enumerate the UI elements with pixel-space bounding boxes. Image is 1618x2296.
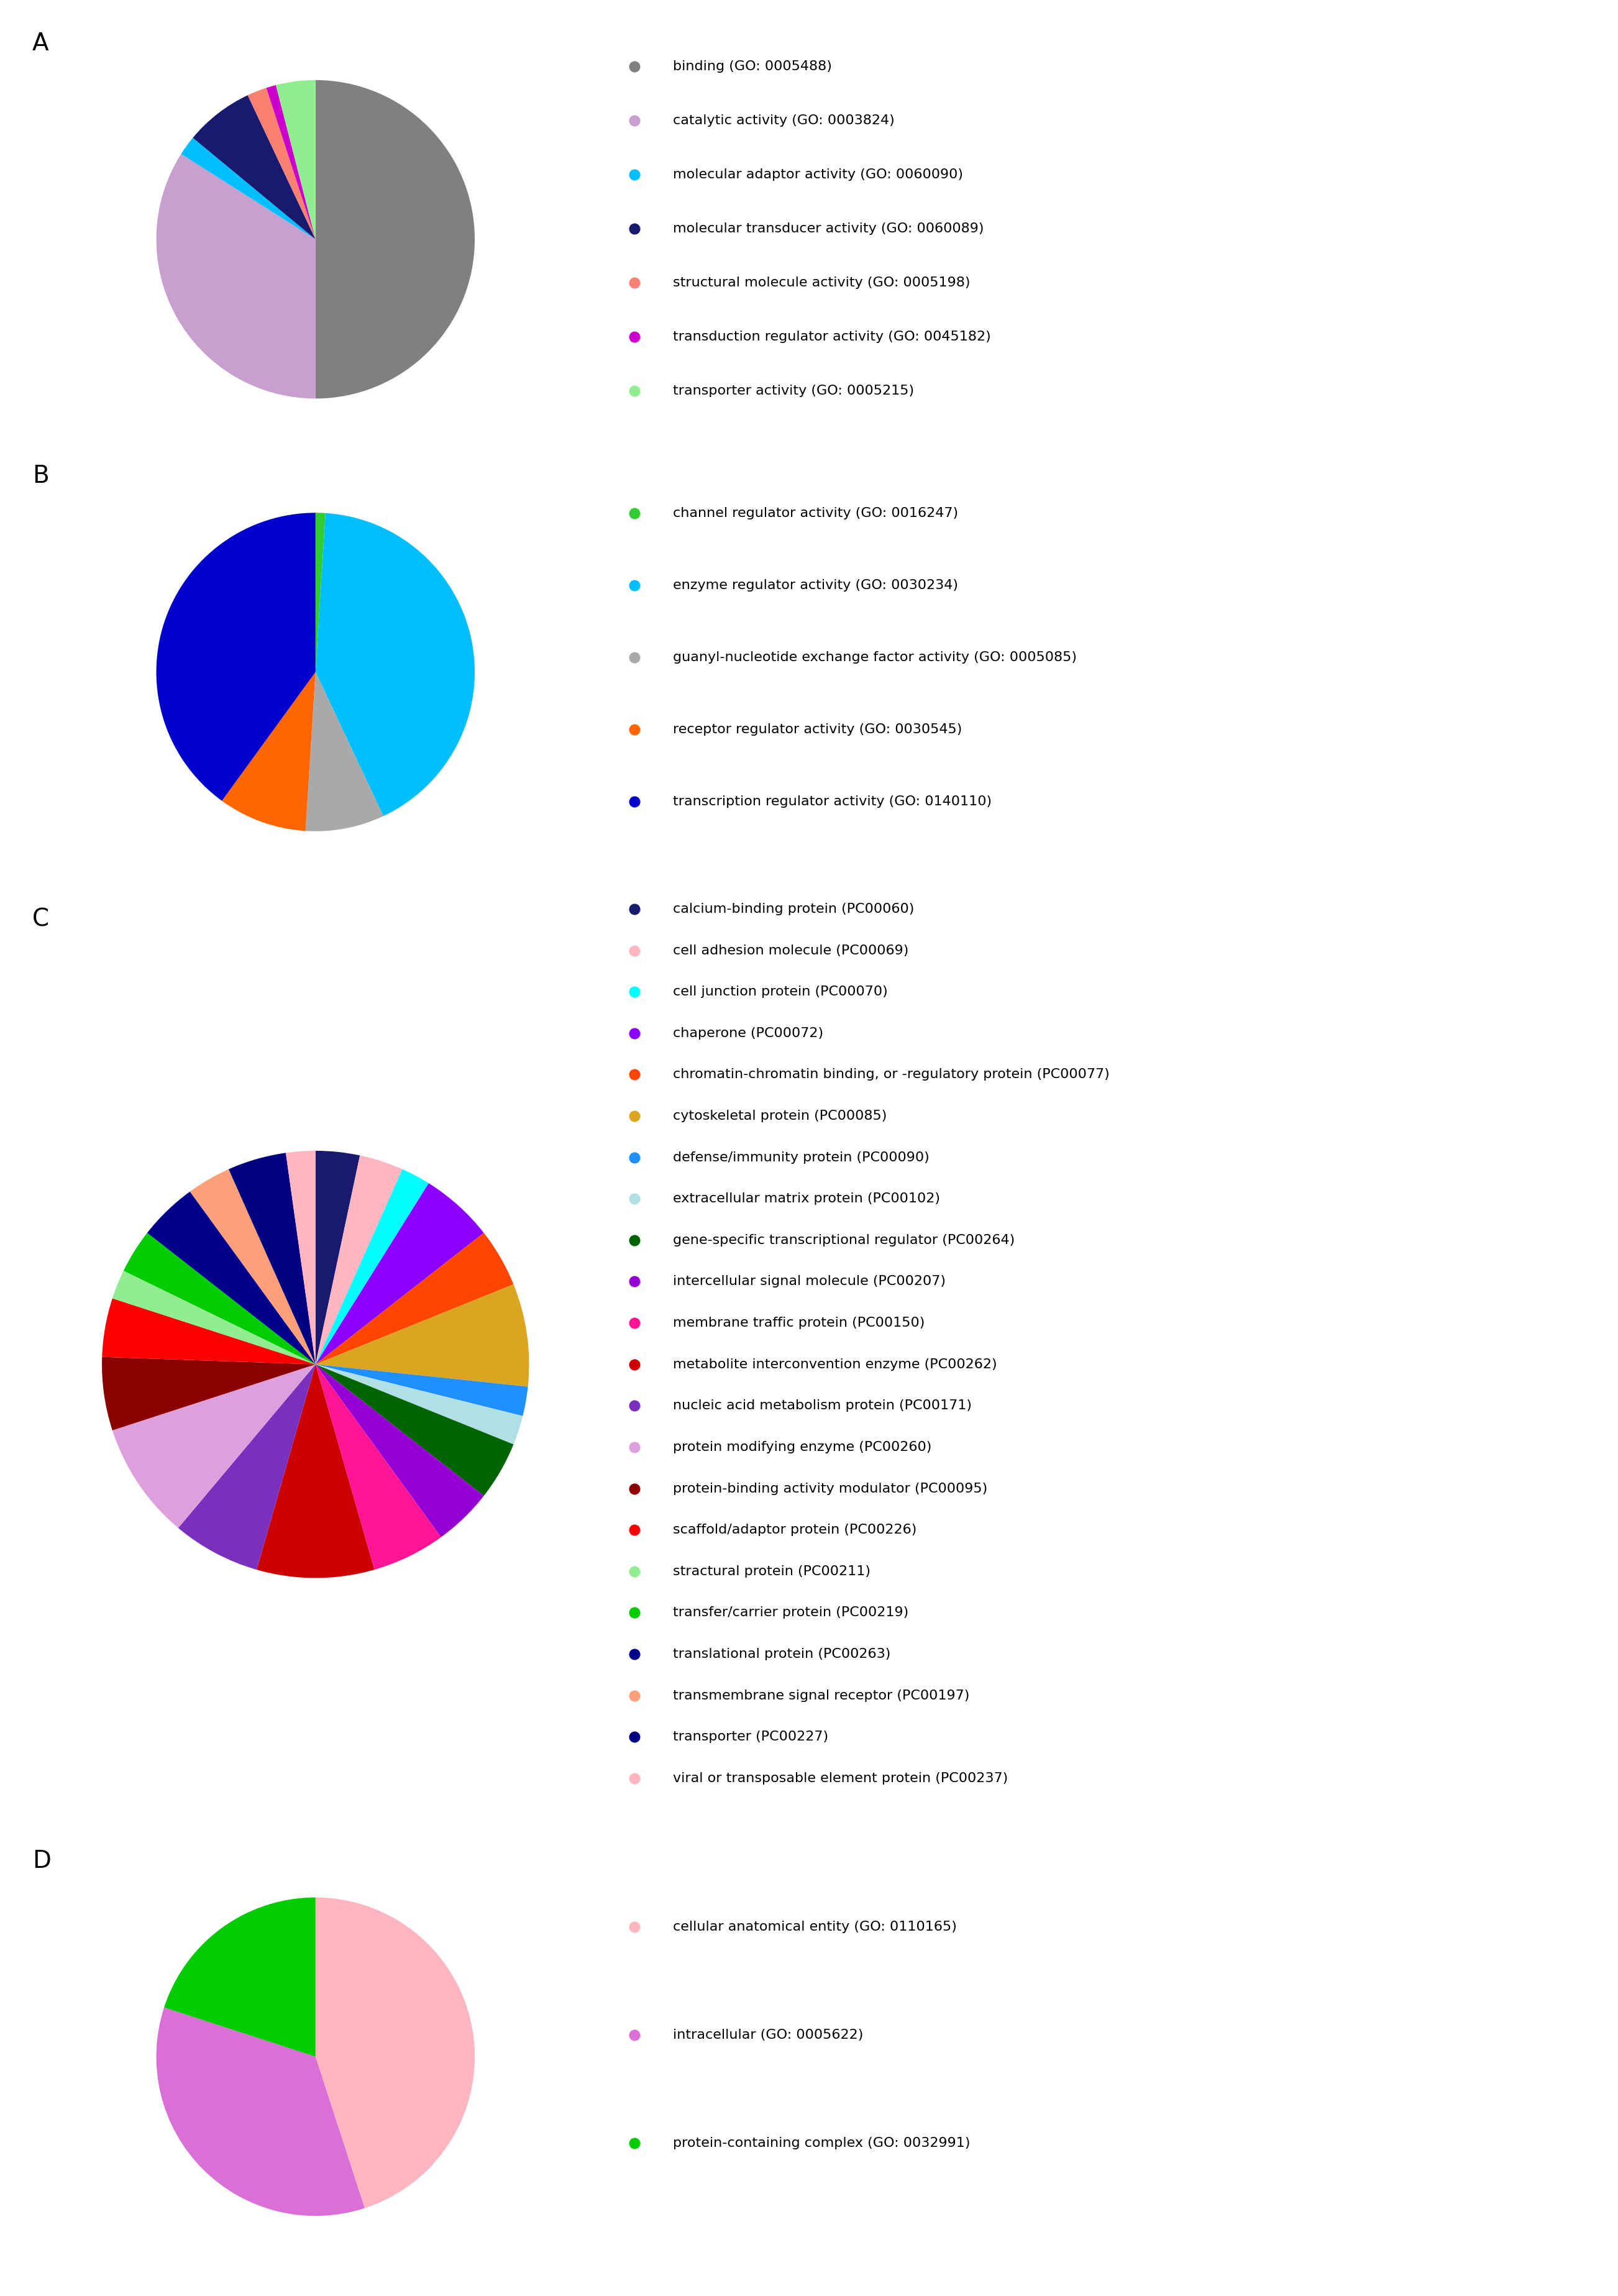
Text: catalytic activity (GO: 0003824): catalytic activity (GO: 0003824) xyxy=(673,115,895,126)
Text: cellular anatomical entity (GO: 0110165): cellular anatomical entity (GO: 0110165) xyxy=(673,1922,956,1933)
Text: guanyl-nucleotide exchange factor activity (GO: 0005085): guanyl-nucleotide exchange factor activi… xyxy=(673,652,1078,664)
Text: molecular adaptor activity (GO: 0060090): molecular adaptor activity (GO: 0060090) xyxy=(673,168,963,181)
Wedge shape xyxy=(102,1357,316,1430)
Wedge shape xyxy=(277,80,316,239)
Text: stractural protein (PC00211): stractural protein (PC00211) xyxy=(673,1566,870,1577)
Wedge shape xyxy=(316,1233,513,1364)
Wedge shape xyxy=(316,1150,359,1364)
Text: D: D xyxy=(32,1848,50,1874)
Wedge shape xyxy=(316,1364,484,1536)
Text: defense/immunity protein (PC00090): defense/immunity protein (PC00090) xyxy=(673,1150,930,1164)
Text: chaperone (PC00072): chaperone (PC00072) xyxy=(673,1026,824,1040)
Wedge shape xyxy=(163,1896,316,2057)
Text: transporter activity (GO: 0005215): transporter activity (GO: 0005215) xyxy=(673,383,914,397)
Wedge shape xyxy=(316,80,474,400)
Wedge shape xyxy=(248,87,316,239)
Text: scaffold/adaptor protein (PC00226): scaffold/adaptor protein (PC00226) xyxy=(673,1525,917,1536)
Wedge shape xyxy=(286,1150,316,1364)
Text: receptor regulator activity (GO: 0030545): receptor regulator activity (GO: 0030545… xyxy=(673,723,963,737)
Text: enzyme regulator activity (GO: 0030234): enzyme regulator activity (GO: 0030234) xyxy=(673,579,958,592)
Wedge shape xyxy=(316,512,325,673)
Text: channel regulator activity (GO: 0016247): channel regulator activity (GO: 0016247) xyxy=(673,507,958,519)
Text: binding (GO: 0005488): binding (GO: 0005488) xyxy=(673,60,832,73)
Text: extracellular matrix protein (PC00102): extracellular matrix protein (PC00102) xyxy=(673,1192,940,1205)
Wedge shape xyxy=(316,1364,527,1417)
Wedge shape xyxy=(316,512,474,815)
Text: chromatin-chromatin binding, or -regulatory protein (PC00077): chromatin-chromatin binding, or -regulat… xyxy=(673,1068,1110,1081)
Wedge shape xyxy=(157,154,316,400)
Text: cytoskeletal protein (PC00085): cytoskeletal protein (PC00085) xyxy=(673,1109,887,1123)
Text: protein modifying enzyme (PC00260): protein modifying enzyme (PC00260) xyxy=(673,1442,932,1453)
Wedge shape xyxy=(228,1153,316,1364)
Wedge shape xyxy=(316,1169,429,1364)
Text: intercellular signal molecule (PC00207): intercellular signal molecule (PC00207) xyxy=(673,1274,947,1288)
Text: C: C xyxy=(32,907,49,930)
Text: gene-specific transcriptional regulator (PC00264): gene-specific transcriptional regulator … xyxy=(673,1233,1014,1247)
Text: structural molecule activity (GO: 0005198): structural molecule activity (GO: 000519… xyxy=(673,276,971,289)
Text: translational protein (PC00263): translational protein (PC00263) xyxy=(673,1649,892,1660)
Wedge shape xyxy=(316,1364,513,1497)
Wedge shape xyxy=(123,1233,316,1364)
Wedge shape xyxy=(316,1155,403,1364)
Wedge shape xyxy=(193,94,316,239)
Wedge shape xyxy=(157,512,316,801)
Text: transmembrane signal receptor (PC00197): transmembrane signal receptor (PC00197) xyxy=(673,1690,969,1701)
Text: protein-containing complex (GO: 0032991): protein-containing complex (GO: 0032991) xyxy=(673,2138,971,2149)
Wedge shape xyxy=(316,1283,529,1387)
Wedge shape xyxy=(189,1169,316,1364)
Text: membrane traffic protein (PC00150): membrane traffic protein (PC00150) xyxy=(673,1316,925,1329)
Wedge shape xyxy=(316,1364,442,1570)
Wedge shape xyxy=(102,1297,316,1364)
Wedge shape xyxy=(267,85,316,239)
Wedge shape xyxy=(112,1364,316,1527)
Text: transduction regulator activity (GO: 0045182): transduction regulator activity (GO: 004… xyxy=(673,331,992,342)
Wedge shape xyxy=(316,1182,484,1364)
Text: transcription regulator activity (GO: 0140110): transcription regulator activity (GO: 01… xyxy=(673,797,992,808)
Text: transfer/carrier protein (PC00219): transfer/carrier protein (PC00219) xyxy=(673,1607,909,1619)
Text: nucleic acid metabolism protein (PC00171): nucleic acid metabolism protein (PC00171… xyxy=(673,1401,972,1412)
Wedge shape xyxy=(306,673,383,831)
Text: viral or transposable element protein (PC00237): viral or transposable element protein (P… xyxy=(673,1773,1008,1784)
Text: calcium-binding protein (PC00060): calcium-binding protein (PC00060) xyxy=(673,902,914,916)
Text: molecular transducer activity (GO: 0060089): molecular transducer activity (GO: 00600… xyxy=(673,223,984,234)
Text: intracellular (GO: 0005622): intracellular (GO: 0005622) xyxy=(673,2030,864,2041)
Text: metabolite interconvention enzyme (PC00262): metabolite interconvention enzyme (PC002… xyxy=(673,1359,997,1371)
Wedge shape xyxy=(316,1896,474,2209)
Wedge shape xyxy=(181,138,316,239)
Text: A: A xyxy=(32,32,49,55)
Text: B: B xyxy=(32,464,49,489)
Wedge shape xyxy=(222,673,316,831)
Wedge shape xyxy=(257,1364,374,1577)
Wedge shape xyxy=(316,1364,523,1444)
Wedge shape xyxy=(147,1192,316,1364)
Text: transporter (PC00227): transporter (PC00227) xyxy=(673,1731,828,1743)
Wedge shape xyxy=(112,1270,316,1364)
Text: cell adhesion molecule (PC00069): cell adhesion molecule (PC00069) xyxy=(673,944,909,957)
Text: protein-binding activity modulator (PC00095): protein-binding activity modulator (PC00… xyxy=(673,1483,987,1495)
Text: cell junction protein (PC00070): cell junction protein (PC00070) xyxy=(673,985,888,999)
Wedge shape xyxy=(157,2007,364,2216)
Wedge shape xyxy=(178,1364,316,1570)
